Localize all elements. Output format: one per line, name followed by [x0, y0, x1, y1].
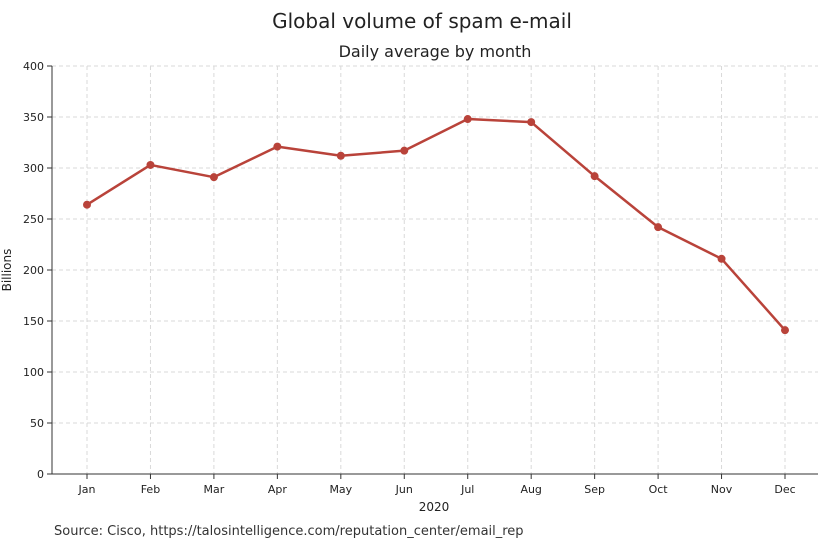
x-tick-label: Jul [460, 483, 474, 496]
data-point [463, 115, 472, 124]
y-tick-label: 50 [30, 417, 44, 430]
data-point [527, 118, 536, 127]
data-point [654, 223, 663, 232]
x-tick-label: Oct [649, 483, 669, 496]
y-tick-label: 0 [37, 468, 44, 481]
x-tick-label: May [329, 483, 352, 496]
data-point [590, 172, 599, 181]
label-layer: Global volume of spam e-mail Daily avera… [0, 9, 572, 539]
data-point [781, 326, 789, 335]
data-point [273, 142, 282, 151]
data-point [146, 160, 155, 169]
y-tick-label: 350 [23, 111, 44, 124]
chart-subtitle: Daily average by month [339, 42, 532, 61]
chart-title: Global volume of spam e-mail [272, 9, 572, 33]
x-tick-label: Nov [711, 483, 733, 496]
x-tick-label: Sep [584, 483, 605, 496]
grid-layer [52, 65, 818, 475]
x-tick-label: Dec [774, 483, 795, 496]
y-tick-label: 400 [23, 60, 44, 73]
data-point [336, 151, 345, 160]
x-tick-label: Mar [204, 483, 225, 496]
source-note: Source: Cisco, https://talosintelligence… [54, 524, 524, 539]
x-tick-label: Apr [268, 483, 288, 496]
y-tick-label: 300 [23, 162, 44, 175]
data-point [83, 200, 91, 209]
x-tick-label: Jun [395, 483, 413, 496]
y-axis-label: Billions [0, 249, 14, 292]
y-tick-label: 250 [23, 213, 44, 226]
series-layer [83, 115, 789, 335]
x-axis-label: 2020 [419, 500, 450, 514]
data-point [717, 254, 726, 263]
x-tick-label: Aug [520, 483, 541, 496]
y-tick-label: 150 [23, 315, 44, 328]
y-tick-label: 100 [23, 366, 44, 379]
y-tick-label: 200 [23, 264, 44, 277]
axis-layer: 0 50 100 150 200 250 300 350 400 Jan Feb Mar Apr May J… [23, 60, 818, 496]
series-line [85, 117, 787, 332]
x-tick-label: Feb [141, 483, 160, 496]
data-point [400, 146, 409, 155]
data-point [209, 173, 218, 182]
x-tick-label: Jan [78, 483, 96, 496]
